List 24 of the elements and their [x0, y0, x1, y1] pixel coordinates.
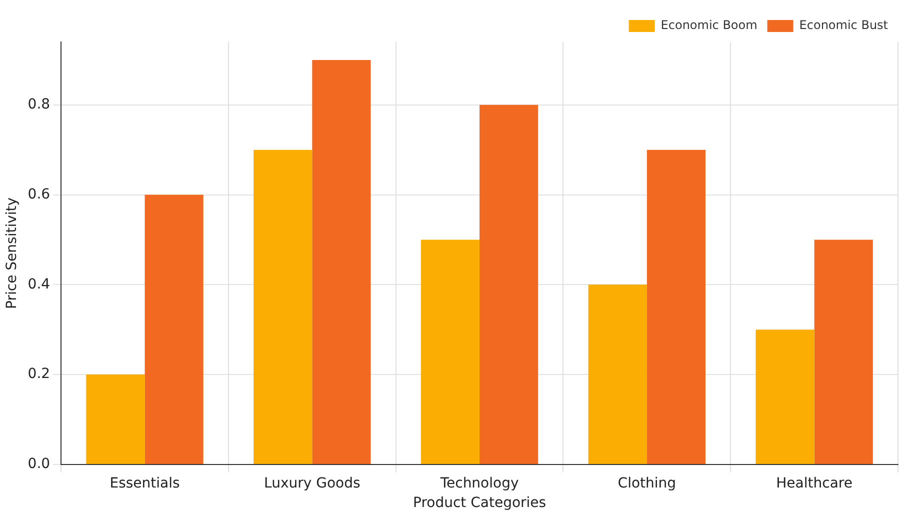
y-axis-title: Price Sensitivity: [4, 197, 20, 309]
y-tick-label: 0.4: [28, 276, 50, 292]
bar: [420, 240, 480, 464]
y-tick-label: 0.0: [28, 456, 50, 472]
bar: [144, 194, 204, 464]
x-tick-label: Luxury Goods: [264, 475, 360, 492]
y-tick-label: 0.6: [28, 186, 50, 202]
x-tick-label: Clothing: [618, 475, 676, 492]
bar: [756, 330, 814, 464]
bar: [480, 104, 538, 464]
bar: [86, 374, 145, 464]
bar: [588, 284, 647, 464]
x-axis-title: Product Categories: [412, 495, 546, 512]
y-tick-label: 0.2: [28, 366, 50, 382]
bar: [254, 150, 312, 464]
legend-label: Economic Bust: [799, 18, 888, 32]
x-tick-label: Technology: [439, 475, 519, 492]
bar: [646, 150, 706, 464]
bar: [312, 60, 371, 464]
bar: [814, 240, 873, 464]
legend-label: Economic Boom: [660, 18, 758, 32]
y-tick-label: 0.8: [28, 96, 50, 113]
x-tick-label: Essentials: [110, 475, 180, 492]
x-tick-label: Healthcare: [776, 475, 852, 492]
